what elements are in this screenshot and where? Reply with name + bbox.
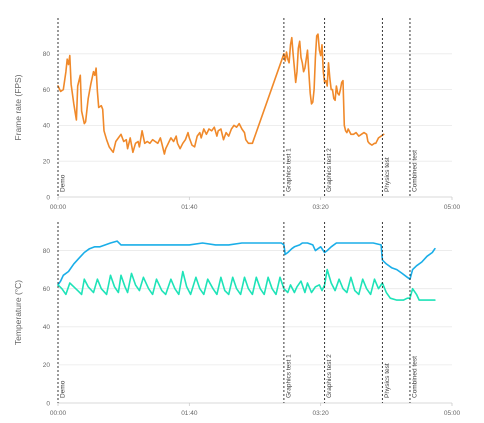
test-marker-label: Combined test: [411, 150, 418, 192]
y-tick-label: 40: [43, 123, 51, 130]
y-tick-label: 60: [43, 286, 51, 293]
test-marker-label: Physics test: [384, 157, 391, 192]
fps-y-axis-label: Frame rate (FPS): [13, 74, 23, 140]
frame-rate-chart: Frame rate (FPS) 0 20 40 60 80 00:00 01:40 03:2…: [13, 18, 461, 211]
y-tick-label: 60: [43, 87, 51, 94]
x-tick-label: 03:20: [313, 204, 330, 211]
test-marker-label: Combined test: [411, 356, 418, 398]
x-tick-label: 00:00: [50, 410, 67, 417]
test-marker-label: Demo: [60, 174, 67, 192]
y-tick-label: 40: [43, 324, 51, 331]
x-tick-label: 01:40: [181, 204, 198, 211]
y-tick-label: 0: [46, 194, 50, 201]
test-marker-label: Demo: [60, 380, 67, 398]
temperature-chart: Temperature (°C) 0 20 40 60 80 00:00 01:40 03:2…: [13, 222, 461, 417]
x-tick-label: 01:40: [181, 410, 198, 417]
y-tick-label: 80: [43, 51, 51, 58]
y-tick-label: 20: [43, 159, 51, 166]
series-line-0: [57, 240, 436, 286]
x-tick-label: 03:20: [313, 410, 330, 417]
series-line-1: [57, 268, 436, 301]
series-line-0: [57, 33, 385, 155]
y-tick-label: 0: [46, 400, 50, 407]
y-tick-label: 20: [43, 362, 51, 369]
temperature-y-axis-label: Temperature (°C): [13, 280, 23, 345]
test-marker-label: Graphics test 1: [285, 354, 292, 398]
test-marker-label: Physics test: [384, 363, 391, 398]
y-tick-label: 80: [43, 248, 51, 255]
test-marker-label: Graphics test 2: [326, 354, 333, 398]
test-marker-label: Graphics test 2: [326, 148, 333, 192]
x-tick-label: 05:00: [444, 410, 461, 417]
x-tick-label: 00:00: [50, 204, 67, 211]
x-tick-label: 05:00: [444, 204, 461, 211]
test-marker-label: Graphics test 1: [285, 148, 292, 192]
